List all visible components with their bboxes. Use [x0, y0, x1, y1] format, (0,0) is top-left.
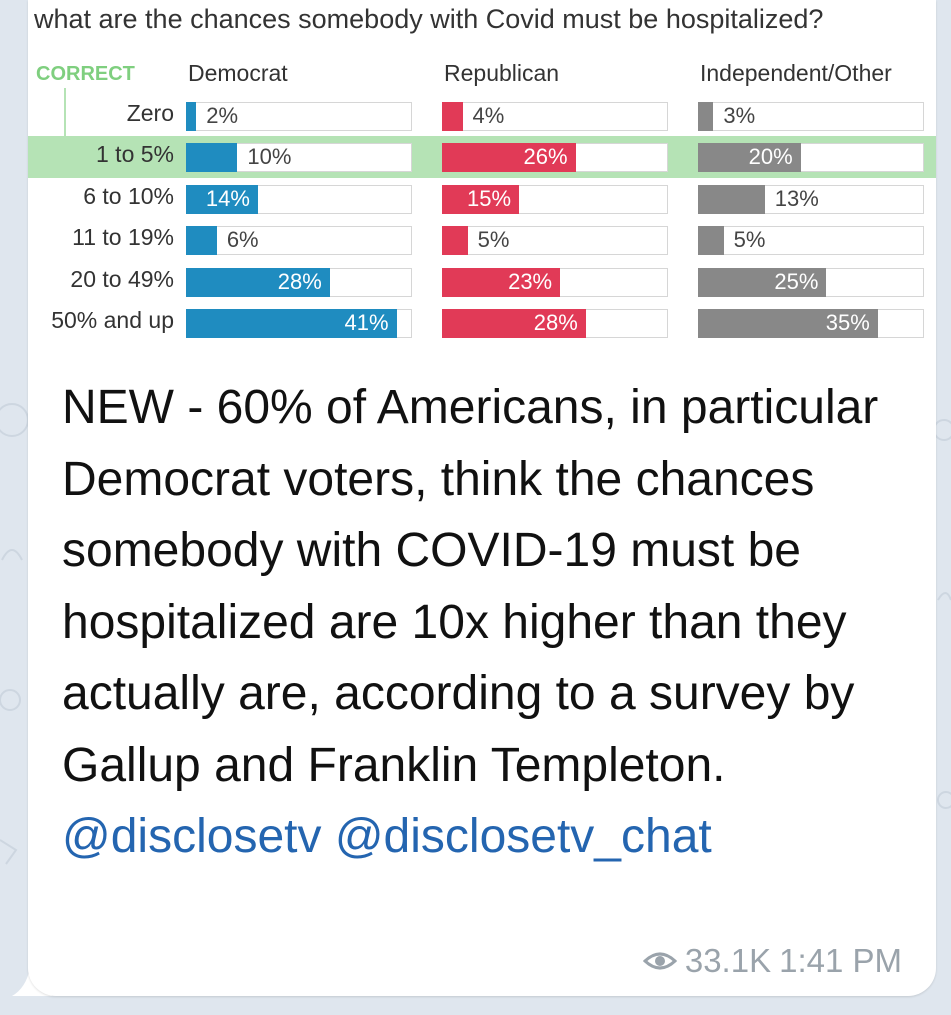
bar-value-label: 10%	[247, 144, 292, 170]
correct-label: CORRECT	[36, 63, 135, 85]
bar	[186, 309, 397, 338]
bar-value-label: 5%	[477, 227, 510, 253]
chart-image[interactable]: what are the chances somebody with Covid…	[28, 0, 936, 338]
bar-value-label: 13%	[774, 185, 819, 211]
bar	[442, 309, 586, 338]
eye-icon	[642, 952, 677, 970]
message-body: NEW - 60% of Americans, in particular De…	[62, 381, 879, 792]
bar	[698, 102, 714, 131]
category-label: Zero	[126, 100, 174, 126]
bar-value-label: 26%	[523, 144, 568, 170]
bar	[698, 226, 724, 256]
bar-value-label: 20%	[748, 144, 793, 170]
bar-value-label: 2%	[206, 103, 239, 128]
category-label: 50% and up	[51, 307, 174, 333]
bar	[442, 267, 561, 297]
bar	[186, 184, 258, 214]
message-text: NEW - 60% of Americans, in particular De…	[62, 372, 922, 873]
bar	[186, 267, 330, 297]
bar	[698, 184, 765, 214]
bar-value-label: 3%	[723, 103, 756, 128]
message-meta: 33.1K 1:41 PM	[642, 942, 902, 980]
bar-track	[186, 226, 412, 256]
bar	[186, 226, 217, 256]
bar-value-label: 4%	[472, 103, 505, 128]
mention-link-disclosetv[interactable]: @disclosetv	[62, 810, 322, 863]
bar	[442, 102, 463, 131]
bar	[698, 143, 801, 173]
bar-value-label: 35%	[825, 310, 870, 335]
bar-value-label: 28%	[277, 268, 322, 294]
bar	[442, 143, 576, 173]
bar	[186, 102, 197, 131]
bar-track	[186, 102, 412, 131]
bar	[442, 226, 468, 256]
bar-track	[442, 102, 668, 131]
bar	[698, 309, 878, 338]
correct-guide-line	[64, 88, 66, 136]
bar-value-label: 14%	[205, 185, 250, 211]
bar	[442, 184, 520, 214]
series-header-2: Independent/Other	[700, 60, 892, 86]
category-label: 11 to 19%	[72, 224, 174, 251]
bar-value-label: 23%	[508, 268, 553, 294]
bar-track	[698, 226, 924, 256]
category-label: 20 to 49%	[70, 265, 174, 292]
series-header-1: Republican	[444, 60, 560, 86]
category-label: 1 to 5%	[96, 141, 174, 168]
chart-title: what are the chances somebody with Covid…	[34, 4, 824, 34]
series-header-0: Democrat	[188, 60, 288, 86]
bar	[698, 267, 827, 297]
mention-link-disclosetv-chat[interactable]: @disclosetv_chat	[334, 810, 712, 863]
bar	[186, 143, 238, 173]
bar-value-label: 28%	[533, 310, 578, 335]
message-bubble: what are the chances somebody with Covid…	[28, 0, 936, 996]
view-count: 33.1K	[684, 942, 772, 979]
message-time: 1:41 PM	[779, 942, 902, 979]
bar-value-label: 15%	[466, 185, 512, 211]
category-label: 6 to 10%	[83, 182, 174, 209]
bar-track	[442, 226, 668, 256]
bar-value-label: 25%	[774, 268, 819, 294]
bar-value-label: 5%	[733, 227, 766, 253]
bar-value-label: 6%	[226, 227, 259, 253]
bar-value-label: 41%	[344, 310, 389, 335]
